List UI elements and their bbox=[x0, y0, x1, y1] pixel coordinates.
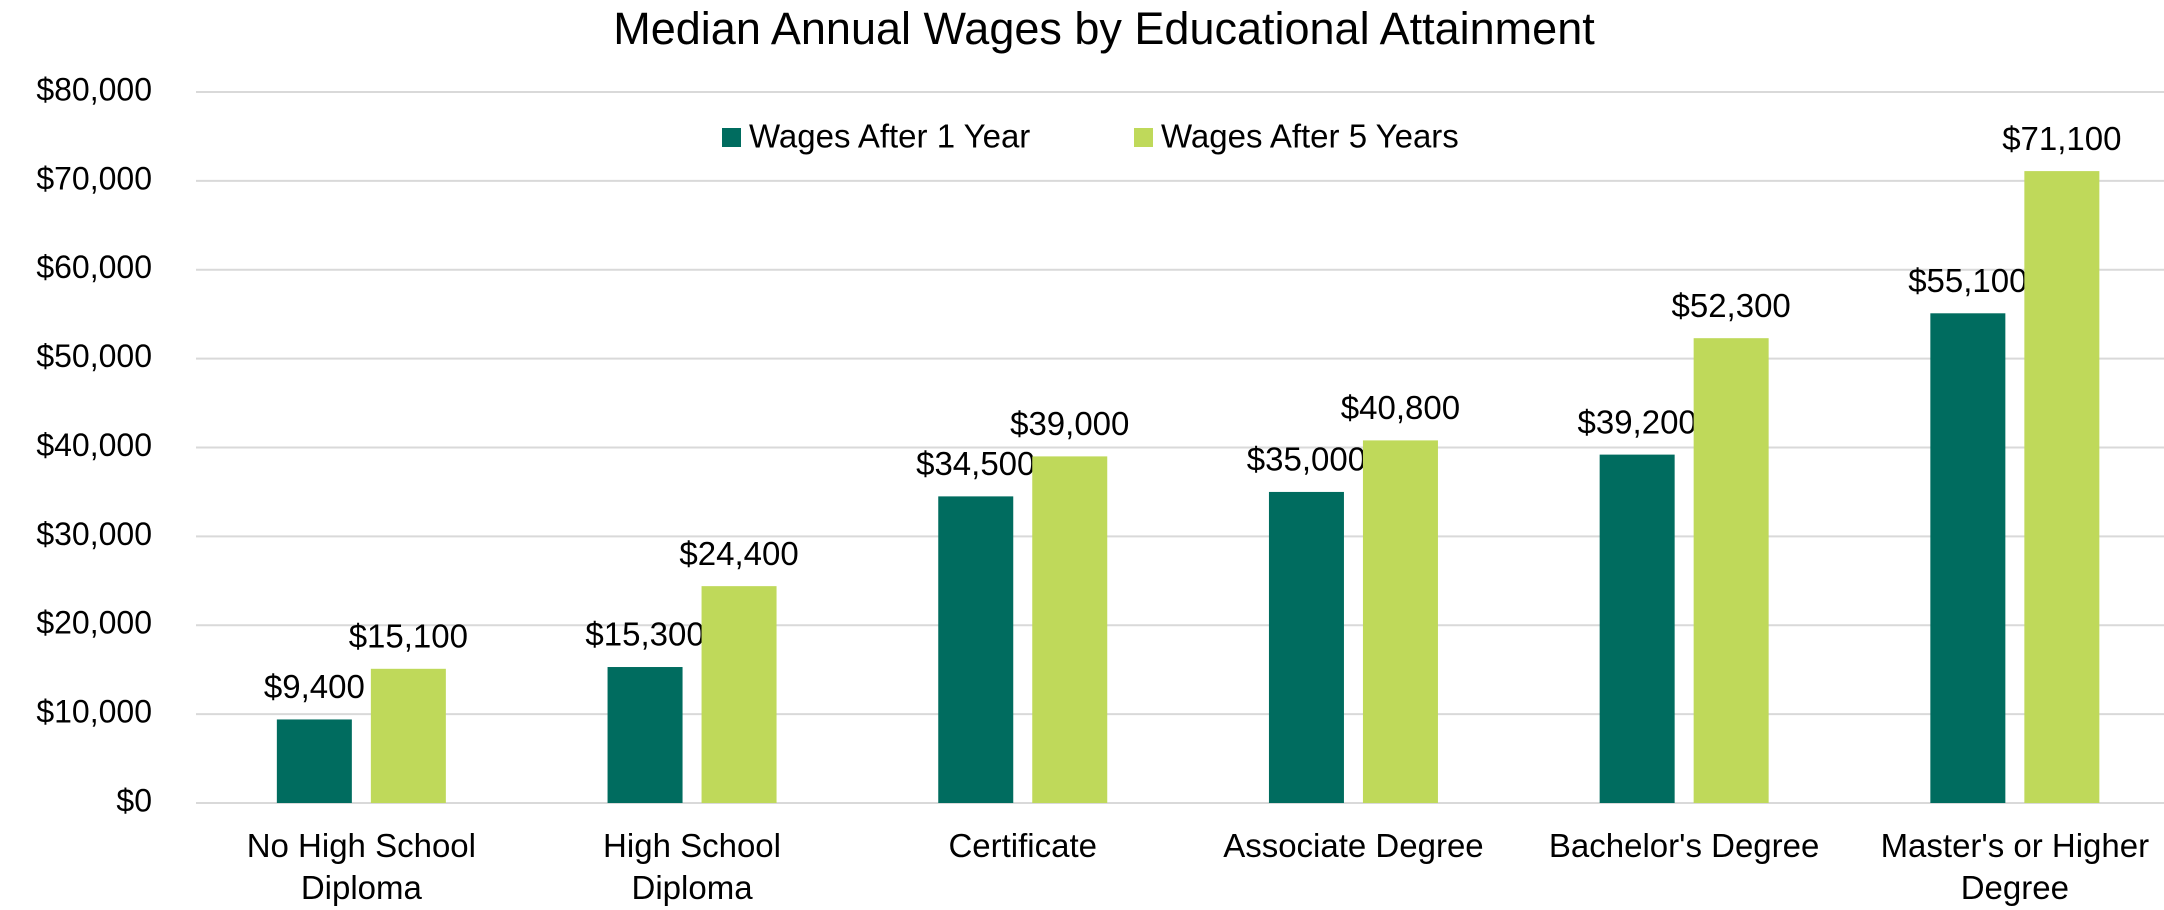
x-tick-label: Bachelor's Degree bbox=[1548, 827, 1820, 864]
y-tick-label: $60,000 bbox=[36, 249, 152, 285]
data-label: $55,100 bbox=[1908, 262, 2027, 299]
y-tick-label: $20,000 bbox=[36, 605, 152, 641]
x-tick-label: Certificate bbox=[948, 827, 1098, 864]
bar bbox=[701, 586, 777, 803]
legend-swatch bbox=[1134, 128, 1153, 147]
y-tick-label: $10,000 bbox=[36, 694, 152, 730]
data-label: $71,100 bbox=[2002, 120, 2121, 157]
x-tick-label: Master's or Higher Degree bbox=[1880, 827, 2150, 906]
data-label: $35,000 bbox=[1247, 441, 1366, 478]
bar bbox=[2024, 171, 2100, 803]
bar bbox=[938, 496, 1014, 803]
data-label: $24,400 bbox=[679, 535, 798, 572]
y-tick-label: $30,000 bbox=[36, 516, 152, 552]
legend-label: Wages After 1 Year bbox=[749, 118, 1030, 155]
bar bbox=[1268, 491, 1344, 803]
bar bbox=[1930, 313, 2006, 803]
data-label: $15,100 bbox=[349, 618, 468, 655]
x-tick-label: Associate Degree bbox=[1223, 827, 1484, 864]
data-label: $39,000 bbox=[1010, 405, 1129, 442]
data-label: $34,500 bbox=[916, 445, 1035, 482]
y-tick-label: $70,000 bbox=[36, 160, 152, 196]
bar bbox=[1362, 440, 1438, 803]
bar bbox=[1599, 454, 1675, 803]
y-tick-label: $50,000 bbox=[36, 338, 152, 374]
data-label: $15,300 bbox=[585, 616, 704, 653]
bar bbox=[607, 667, 683, 803]
legend-label: Wages After 5 Years bbox=[1161, 118, 1459, 155]
data-label: $40,800 bbox=[1341, 389, 1460, 426]
bar bbox=[276, 719, 352, 803]
data-label: $52,300 bbox=[1672, 287, 1791, 324]
y-tick-label: $40,000 bbox=[36, 427, 152, 463]
x-tick-label: No High School Diploma bbox=[246, 827, 476, 906]
y-tick-label: $0 bbox=[116, 782, 152, 818]
data-label: $39,200 bbox=[1578, 403, 1697, 440]
bar bbox=[1693, 338, 1769, 803]
chart-title: Median Annual Wages by Educational Attai… bbox=[613, 3, 1595, 54]
x-tick-label: High School Diploma bbox=[603, 827, 781, 906]
legend-swatch bbox=[722, 128, 741, 147]
bar bbox=[1032, 456, 1108, 803]
bar bbox=[370, 668, 446, 803]
y-tick-label: $80,000 bbox=[36, 71, 152, 107]
data-label: $9,400 bbox=[264, 668, 365, 705]
